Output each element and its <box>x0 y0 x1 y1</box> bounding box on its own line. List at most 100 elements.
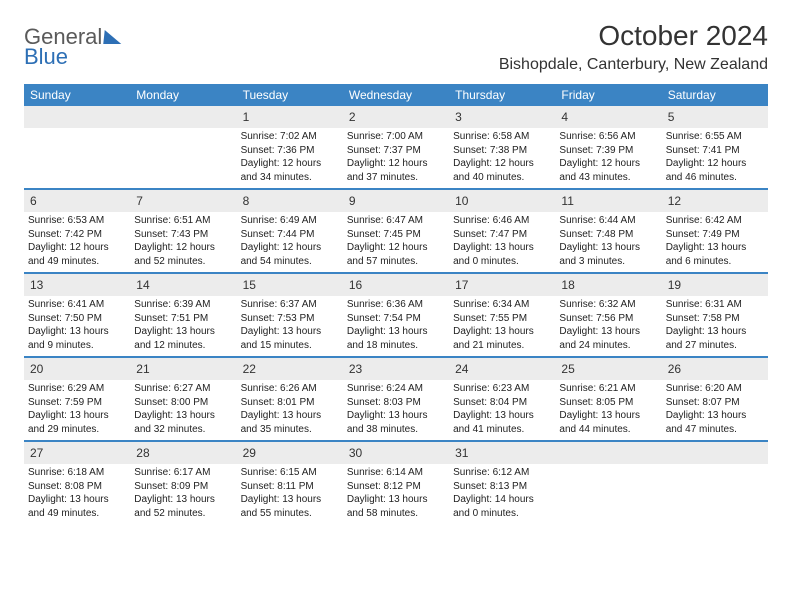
day-cell: 25Sunrise: 6:21 AMSunset: 8:05 PMDayligh… <box>555 358 661 440</box>
sunset-line: Sunset: 7:49 PM <box>666 228 764 242</box>
day-number: 30 <box>349 446 362 460</box>
day-body: Sunrise: 6:15 AMSunset: 8:11 PMDaylight:… <box>237 464 343 524</box>
day-cell: 7Sunrise: 6:51 AMSunset: 7:43 PMDaylight… <box>130 190 236 272</box>
day-body: Sunrise: 6:36 AMSunset: 7:54 PMDaylight:… <box>343 296 449 356</box>
day-number-row: 18 <box>555 274 661 296</box>
day-body: Sunrise: 6:12 AMSunset: 8:13 PMDaylight:… <box>449 464 555 524</box>
daylight-line: Daylight: 13 hours and 18 minutes. <box>347 325 445 352</box>
month-title: October 2024 <box>499 20 768 52</box>
day-cell: 29Sunrise: 6:15 AMSunset: 8:11 PMDayligh… <box>237 442 343 524</box>
day-cell: 24Sunrise: 6:23 AMSunset: 8:04 PMDayligh… <box>449 358 555 440</box>
day-number-row: 7 <box>130 190 236 212</box>
day-cell: 8Sunrise: 6:49 AMSunset: 7:44 PMDaylight… <box>237 190 343 272</box>
day-body: Sunrise: 6:27 AMSunset: 8:00 PMDaylight:… <box>130 380 236 440</box>
day-number: 14 <box>136 278 149 292</box>
daylight-line: Daylight: 13 hours and 29 minutes. <box>28 409 126 436</box>
day-cell: 21Sunrise: 6:27 AMSunset: 8:00 PMDayligh… <box>130 358 236 440</box>
sunset-line: Sunset: 7:37 PM <box>347 144 445 158</box>
day-cell: 17Sunrise: 6:34 AMSunset: 7:55 PMDayligh… <box>449 274 555 356</box>
day-body: Sunrise: 6:49 AMSunset: 7:44 PMDaylight:… <box>237 212 343 272</box>
daylight-line: Daylight: 13 hours and 12 minutes. <box>134 325 232 352</box>
day-number-row: 15 <box>237 274 343 296</box>
day-body: Sunrise: 6:34 AMSunset: 7:55 PMDaylight:… <box>449 296 555 356</box>
day-body: Sunrise: 6:42 AMSunset: 7:49 PMDaylight:… <box>662 212 768 272</box>
sunrise-line: Sunrise: 6:23 AM <box>453 382 551 396</box>
dow-label: Monday <box>130 84 236 106</box>
sunset-line: Sunset: 7:59 PM <box>28 396 126 410</box>
day-cell: 9Sunrise: 6:47 AMSunset: 7:45 PMDaylight… <box>343 190 449 272</box>
daylight-line: Daylight: 12 hours and 54 minutes. <box>241 241 339 268</box>
sunset-line: Sunset: 7:50 PM <box>28 312 126 326</box>
sunset-line: Sunset: 8:04 PM <box>453 396 551 410</box>
day-body: Sunrise: 6:37 AMSunset: 7:53 PMDaylight:… <box>237 296 343 356</box>
daylight-line: Daylight: 13 hours and 55 minutes. <box>241 493 339 520</box>
sunrise-line: Sunrise: 6:34 AM <box>453 298 551 312</box>
day-number: 5 <box>668 110 675 124</box>
day-number: 12 <box>668 194 681 208</box>
daylight-line: Daylight: 12 hours and 43 minutes. <box>559 157 657 184</box>
daylight-line: Daylight: 13 hours and 15 minutes. <box>241 325 339 352</box>
daylight-line: Daylight: 13 hours and 38 minutes. <box>347 409 445 436</box>
sunrise-line: Sunrise: 6:55 AM <box>666 130 764 144</box>
day-number-row: 14 <box>130 274 236 296</box>
sunset-line: Sunset: 7:44 PM <box>241 228 339 242</box>
day-number-row: 27 <box>24 442 130 464</box>
title-block: October 2024 Bishopdale, Canterbury, New… <box>499 20 768 74</box>
sunrise-line: Sunrise: 6:56 AM <box>559 130 657 144</box>
day-body: Sunrise: 6:41 AMSunset: 7:50 PMDaylight:… <box>24 296 130 356</box>
sunrise-line: Sunrise: 6:36 AM <box>347 298 445 312</box>
sunset-line: Sunset: 7:48 PM <box>559 228 657 242</box>
day-number-row: 1 <box>237 106 343 128</box>
daylight-line: Daylight: 12 hours and 49 minutes. <box>28 241 126 268</box>
day-cell: 3Sunrise: 6:58 AMSunset: 7:38 PMDaylight… <box>449 106 555 188</box>
daylight-line: Daylight: 12 hours and 34 minutes. <box>241 157 339 184</box>
daylight-line: Daylight: 13 hours and 21 minutes. <box>453 325 551 352</box>
sunrise-line: Sunrise: 6:46 AM <box>453 214 551 228</box>
day-cell: 10Sunrise: 6:46 AMSunset: 7:47 PMDayligh… <box>449 190 555 272</box>
sunrise-line: Sunrise: 6:17 AM <box>134 466 232 480</box>
daylight-line: Daylight: 13 hours and 47 minutes. <box>666 409 764 436</box>
sunset-line: Sunset: 7:38 PM <box>453 144 551 158</box>
day-body: Sunrise: 6:46 AMSunset: 7:47 PMDaylight:… <box>449 212 555 272</box>
sunset-line: Sunset: 8:13 PM <box>453 480 551 494</box>
dow-label: Friday <box>555 84 661 106</box>
sunrise-line: Sunrise: 6:58 AM <box>453 130 551 144</box>
daylight-line: Daylight: 13 hours and 58 minutes. <box>347 493 445 520</box>
sunset-line: Sunset: 7:55 PM <box>453 312 551 326</box>
day-body: Sunrise: 6:31 AMSunset: 7:58 PMDaylight:… <box>662 296 768 356</box>
day-number-row <box>662 442 768 464</box>
day-number-row <box>24 106 130 128</box>
sunset-line: Sunset: 7:56 PM <box>559 312 657 326</box>
logo-text-2: Blue <box>24 46 68 68</box>
day-number: 2 <box>349 110 356 124</box>
logo: General Blue <box>24 20 122 68</box>
day-body: Sunrise: 6:51 AMSunset: 7:43 PMDaylight:… <box>130 212 236 272</box>
day-body: Sunrise: 6:56 AMSunset: 7:39 PMDaylight:… <box>555 128 661 188</box>
sunset-line: Sunset: 7:42 PM <box>28 228 126 242</box>
day-number-row: 13 <box>24 274 130 296</box>
day-number: 19 <box>668 278 681 292</box>
day-body: Sunrise: 6:29 AMSunset: 7:59 PMDaylight:… <box>24 380 130 440</box>
day-body: Sunrise: 6:20 AMSunset: 8:07 PMDaylight:… <box>662 380 768 440</box>
sunset-line: Sunset: 8:07 PM <box>666 396 764 410</box>
sunrise-line: Sunrise: 6:44 AM <box>559 214 657 228</box>
day-number: 23 <box>349 362 362 376</box>
day-of-week-header: SundayMondayTuesdayWednesdayThursdayFrid… <box>24 84 768 106</box>
day-body: Sunrise: 6:24 AMSunset: 8:03 PMDaylight:… <box>343 380 449 440</box>
sunset-line: Sunset: 8:00 PM <box>134 396 232 410</box>
day-cell: 19 Sunrise: 6:31 AMSunset: 7:58 PMDayligh… <box>662 274 768 356</box>
sunrise-line: Sunrise: 6:53 AM <box>28 214 126 228</box>
calendar: SundayMondayTuesdayWednesdayThursdayFrid… <box>24 84 768 524</box>
dow-label: Thursday <box>449 84 555 106</box>
sunrise-line: Sunrise: 6:51 AM <box>134 214 232 228</box>
day-number: 20 <box>30 362 43 376</box>
sunset-line: Sunset: 8:11 PM <box>241 480 339 494</box>
day-number-row: 29 <box>237 442 343 464</box>
day-number-row <box>555 442 661 464</box>
sunset-line: Sunset: 8:08 PM <box>28 480 126 494</box>
sunrise-line: Sunrise: 6:47 AM <box>347 214 445 228</box>
day-number: 18 <box>561 278 574 292</box>
daylight-line: Daylight: 13 hours and 44 minutes. <box>559 409 657 436</box>
day-cell: 23 Sunrise: 6:24 AMSunset: 8:03 PMDayligh… <box>343 358 449 440</box>
sunrise-line: Sunrise: 7:00 AM <box>347 130 445 144</box>
